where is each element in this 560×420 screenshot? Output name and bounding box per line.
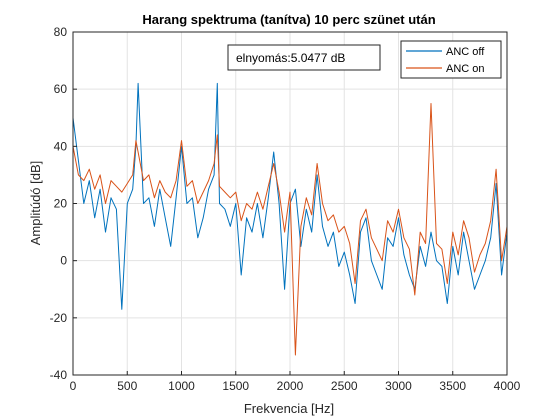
chart-title: Harang spektruma (tanítva) 10 perc szüne… (142, 12, 435, 27)
legend-label-anc-off: ANC off (446, 46, 485, 58)
x-tick-label: 3500 (439, 379, 466, 393)
x-tick-label: 1000 (168, 379, 195, 393)
legend-label-anc-on: ANC on (446, 63, 485, 75)
x-tick-label: 4000 (494, 379, 521, 393)
annotation-box: elnyomás:5.0477 dB (227, 44, 381, 71)
series-layer (72, 82, 508, 356)
y-tick-label: 0 (60, 254, 67, 268)
x-tick-label: 1500 (222, 379, 249, 393)
series-line-anc-on (72, 103, 508, 356)
x-tick-label: 3000 (385, 379, 412, 393)
y-tick-label: -20 (50, 311, 68, 325)
tick-layer: 0 500 1000 1500 2000 2500 3000 3500 4000 -40 -20 0 2… (50, 25, 521, 393)
x-axis-label: Frekvencia [Hz] (244, 401, 334, 416)
annotation-text: elnyomás:5.0477 dB (236, 51, 345, 65)
x-tick-label: 2000 (277, 379, 304, 393)
x-tick-label: 2500 (331, 379, 358, 393)
series-line-anc-off (72, 82, 508, 310)
y-tick-label: -40 (50, 368, 68, 382)
y-tick-label: 40 (54, 139, 68, 153)
y-tick-label: 80 (54, 25, 68, 39)
y-tick-label: 60 (54, 82, 68, 96)
legend: ANC off ANC on (400, 40, 502, 79)
y-axis-label: Amplitúdó [dB] (28, 161, 43, 246)
x-tick-label: 0 (70, 379, 77, 393)
y-tick-label: 20 (54, 197, 68, 211)
x-tick-label: 500 (117, 379, 137, 393)
